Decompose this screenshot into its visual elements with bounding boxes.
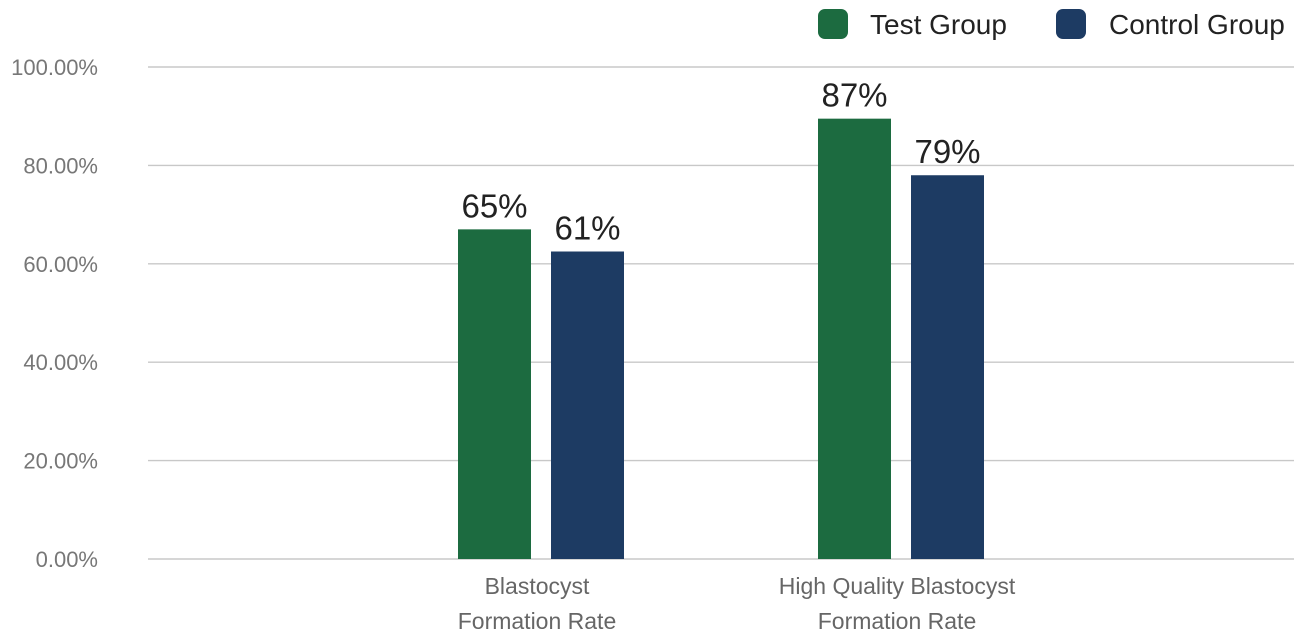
y-tick-label: 20.00% [23, 449, 98, 474]
data-label: 65% [461, 187, 527, 224]
data-label: 79% [914, 133, 980, 170]
y-tick-label: 80.00% [23, 153, 98, 178]
y-tick-label: 100.00% [11, 55, 98, 80]
data-label: 87% [821, 77, 887, 114]
legend-label: Test Group [870, 9, 1007, 40]
data-label: 61% [554, 210, 620, 247]
bar [911, 175, 984, 560]
y-tick-label: 0.00% [36, 547, 98, 572]
x-tick-label: Blastocyst [485, 573, 590, 599]
y-tick-label: 60.00% [23, 252, 98, 277]
legend-swatch [818, 9, 848, 39]
bar [551, 251, 624, 559]
legend-swatch [1056, 9, 1086, 39]
x-tick-label: High Quality Blastocyst [779, 573, 1016, 599]
x-tick-label: Formation Rate [458, 608, 617, 632]
bar [818, 118, 891, 559]
x-tick-label: Formation Rate [818, 608, 977, 632]
bar [458, 229, 531, 560]
legend-label: Control Group [1109, 9, 1285, 40]
y-tick-label: 40.00% [23, 350, 98, 375]
